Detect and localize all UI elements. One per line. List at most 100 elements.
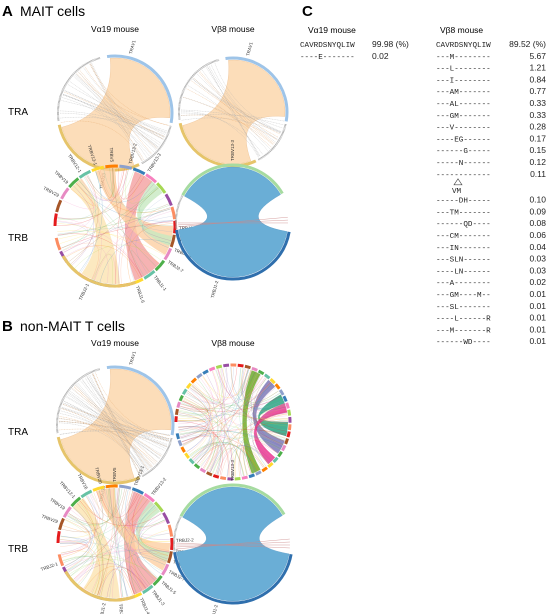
- chord-line: [180, 367, 238, 410]
- chord-line: [134, 552, 169, 589]
- gene-label: TRBV13-2: [128, 142, 138, 164]
- chord-line: [86, 495, 102, 520]
- chord-line: [92, 373, 149, 470]
- chord-line: [248, 372, 274, 460]
- chord-line: [221, 368, 287, 437]
- chord-line: [57, 168, 125, 226]
- chord-line: [234, 382, 272, 477]
- chord-line: [207, 66, 260, 158]
- chord-line: [251, 374, 285, 442]
- sequence: ---GM-------: [436, 113, 491, 121]
- arc: [62, 506, 72, 518]
- row-label: TRA: [8, 427, 28, 438]
- chord-line: [180, 367, 228, 438]
- chord-line: [181, 109, 284, 125]
- chord-line: [84, 377, 140, 476]
- chord-line: [143, 220, 173, 241]
- chord-line: [193, 78, 283, 129]
- chord-line: [254, 381, 287, 412]
- arc: [202, 369, 209, 375]
- arc: [286, 431, 291, 438]
- chord-line: [60, 491, 134, 542]
- chord-line: [255, 387, 283, 447]
- ribbon: [252, 379, 285, 454]
- chord-line: [109, 488, 124, 598]
- frequency: 0.77: [529, 86, 546, 96]
- chord-line: [215, 369, 273, 400]
- chord-line: [64, 519, 104, 597]
- chord-line: [179, 430, 282, 450]
- sequence: ---TM-------: [436, 209, 491, 217]
- sequence: CAVRDSNYQLIW: [436, 42, 491, 50]
- chord-line: [76, 503, 104, 596]
- chord-line: [192, 384, 236, 477]
- chord-line: [182, 369, 249, 446]
- chord-diagram: TRAV1TRAJ33: [56, 350, 175, 502]
- arc: [257, 369, 265, 376]
- arc: [142, 584, 154, 595]
- chord-line: [74, 244, 162, 269]
- chord-line: [202, 375, 265, 468]
- sequence: ---M-------R: [436, 327, 491, 335]
- gene-label: TRBV12-1: [58, 480, 76, 499]
- arc: [215, 364, 223, 369]
- frequency: 0.03: [529, 265, 546, 275]
- frequency: 0.02: [372, 51, 389, 61]
- chord-line: [241, 367, 286, 409]
- chord-line: [121, 504, 155, 598]
- chord-line: [125, 169, 159, 204]
- chord-line: [77, 383, 145, 473]
- chord-line: [84, 66, 164, 140]
- arc: [167, 551, 173, 564]
- chord-line: [192, 370, 220, 401]
- chord-line: [181, 435, 212, 464]
- chord-line: [63, 556, 95, 586]
- chord-line: [191, 385, 281, 407]
- gene-label: TRBJ2-1: [78, 282, 90, 301]
- chord-line: [86, 175, 153, 203]
- chord-line: [202, 70, 261, 157]
- arc: [91, 165, 105, 173]
- chord-line: [239, 367, 285, 409]
- chord-line: [57, 223, 160, 264]
- chord-line: [217, 369, 253, 397]
- sequence: ----EG------: [436, 136, 491, 144]
- gene-label: TRBV20: [94, 467, 103, 485]
- chord-line: [91, 488, 115, 517]
- sequence: ---CM-------: [436, 233, 491, 241]
- gene-label: TRBV13-1: [87, 144, 98, 166]
- chord-line: [178, 419, 206, 422]
- chord-line: [64, 90, 167, 133]
- arc: [80, 489, 93, 499]
- chord-line: [186, 390, 211, 453]
- chord-line: [94, 253, 117, 284]
- chord-line: [74, 75, 142, 162]
- frequency: 0.84: [529, 74, 546, 84]
- arc: [177, 439, 183, 447]
- arc: [161, 563, 170, 576]
- chord-line: [177, 383, 273, 422]
- chord-line: [65, 507, 93, 567]
- arc: [70, 496, 82, 508]
- chord-line: [187, 386, 212, 454]
- arc: [267, 461, 274, 468]
- arc: [164, 193, 173, 207]
- chord-line: [179, 407, 209, 452]
- frequency: 0.01: [529, 301, 546, 311]
- column-header: Vα19 mouse: [91, 338, 139, 348]
- chord-line: [137, 502, 170, 536]
- chord-line: [91, 63, 157, 149]
- chord-line: [69, 187, 159, 262]
- chord-line: [135, 220, 173, 275]
- column-header: Vα19 mouse: [91, 24, 139, 34]
- arc: [105, 484, 118, 489]
- chord-line: [67, 533, 170, 571]
- chord-line: [69, 392, 152, 468]
- chord-line: [60, 492, 100, 547]
- arc: [219, 476, 227, 481]
- frequency: 0.09: [529, 206, 546, 216]
- sequence: ---A--------: [436, 280, 491, 288]
- arc: [57, 56, 101, 122]
- chord-line: [88, 375, 148, 472]
